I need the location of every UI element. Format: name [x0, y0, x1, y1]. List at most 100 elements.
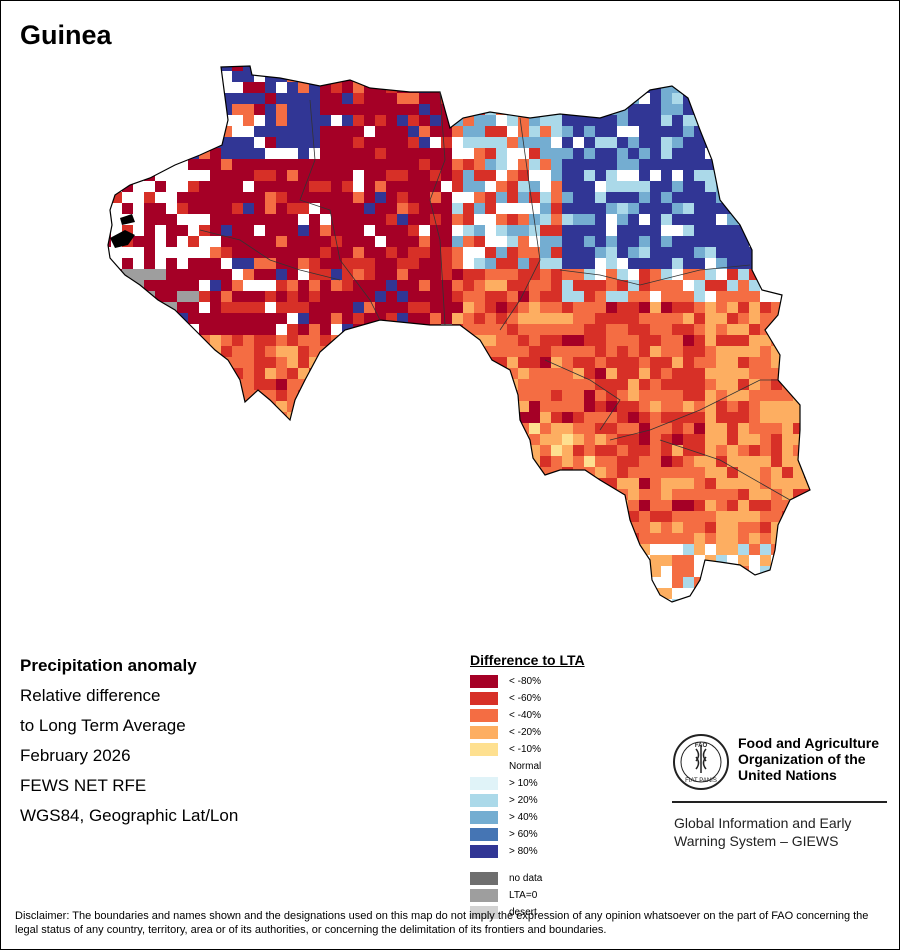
anomaly-cell [155, 192, 167, 204]
anomaly-cell [177, 302, 189, 314]
anomaly-cell [485, 544, 497, 556]
anomaly-cell [540, 93, 552, 105]
anomaly-cell [562, 203, 574, 215]
fao-motto: FIAT PANIS [685, 778, 717, 784]
anomaly-cell [562, 445, 574, 457]
anomaly-cell [331, 390, 343, 402]
anomaly-cell [122, 533, 134, 545]
anomaly-cell [529, 412, 541, 424]
anomaly-cell [573, 577, 585, 589]
anomaly-cell [298, 137, 310, 149]
anomaly-cell [287, 544, 299, 556]
anomaly-cell [452, 346, 464, 358]
anomaly-cell [474, 401, 486, 413]
anomaly-cell [221, 291, 233, 303]
anomaly-cell [760, 247, 772, 259]
anomaly-cell [122, 82, 134, 94]
anomaly-cell [364, 313, 376, 325]
anomaly-cell [507, 577, 519, 589]
anomaly-cell [793, 599, 805, 602]
anomaly-cell [749, 489, 761, 501]
anomaly-cell [441, 313, 453, 325]
anomaly-cell [639, 192, 651, 204]
anomaly-cell [287, 489, 299, 501]
anomaly-cell [529, 533, 541, 545]
anomaly-cell [133, 82, 145, 94]
anomaly-cell [661, 203, 673, 215]
anomaly-cell [364, 346, 376, 358]
anomaly-cell [155, 170, 167, 182]
anomaly-cell [540, 401, 552, 413]
anomaly-cell [584, 445, 596, 457]
anomaly-cell [232, 302, 244, 314]
anomaly-cell [298, 280, 310, 292]
anomaly-cell [177, 555, 189, 567]
anomaly-cell [320, 445, 332, 457]
anomaly-cell [309, 126, 321, 138]
anomaly-cell [419, 357, 431, 369]
anomaly-cell [694, 258, 706, 270]
anomaly-cell [749, 66, 761, 72]
anomaly-cell [518, 544, 530, 556]
anomaly-cell [188, 478, 200, 490]
anomaly-cell [188, 577, 200, 589]
anomaly-cell [584, 434, 596, 446]
anomaly-cell [529, 203, 541, 215]
anomaly-cell [562, 577, 574, 589]
anomaly-cell [210, 247, 222, 259]
anomaly-cell [463, 280, 475, 292]
anomaly-cell [694, 401, 706, 413]
anomaly-cell [507, 324, 519, 336]
anomaly-cell [353, 335, 365, 347]
anomaly-cell [738, 500, 750, 512]
anomaly-cell [463, 115, 475, 127]
anomaly-cell [496, 159, 508, 171]
anomaly-cell [518, 192, 530, 204]
anomaly-cell [111, 115, 123, 127]
anomaly-cell [243, 280, 255, 292]
anomaly-cell [221, 368, 233, 380]
anomaly-cell [782, 324, 794, 336]
anomaly-cell [485, 291, 497, 303]
anomaly-cell [166, 269, 178, 281]
anomaly-cell [430, 280, 442, 292]
anomaly-cell [639, 599, 651, 602]
anomaly-cell [672, 93, 684, 105]
anomaly-cell [320, 269, 332, 281]
anomaly-cell [122, 324, 134, 336]
anomaly-cell [331, 500, 343, 512]
anomaly-cell [210, 170, 222, 182]
anomaly-cell [364, 467, 376, 479]
anomaly-cell [210, 280, 222, 292]
legend-item-swatch [470, 760, 498, 773]
anomaly-cell [573, 346, 585, 358]
anomaly-cell [672, 225, 684, 237]
anomaly-cell [507, 214, 519, 226]
anomaly-cell [452, 170, 464, 182]
anomaly-cell [331, 280, 343, 292]
anomaly-cell [452, 214, 464, 226]
anomaly-cell [606, 148, 618, 160]
anomaly-cell [683, 126, 695, 138]
anomaly-cell [287, 478, 299, 490]
anomaly-cell [738, 324, 750, 336]
anomaly-cell [342, 214, 354, 226]
anomaly-cell [804, 280, 810, 292]
anomaly-cell [320, 137, 332, 149]
anomaly-cell [386, 456, 398, 468]
anomaly-cell [177, 313, 189, 325]
anomaly-cell [463, 434, 475, 446]
anomaly-cell [683, 599, 695, 602]
anomaly-cell [606, 170, 618, 182]
anomaly-cell [386, 236, 398, 248]
anomaly-cell [111, 489, 123, 501]
anomaly-cell [760, 236, 772, 248]
anomaly-cell [617, 434, 629, 446]
anomaly-cell [375, 511, 387, 523]
anomaly-cell [254, 214, 266, 226]
anomaly-cell [650, 555, 662, 567]
anomaly-cell [683, 555, 695, 567]
anomaly-cell [540, 148, 552, 160]
anomaly-cell [254, 478, 266, 490]
anomaly-cell [452, 335, 464, 347]
